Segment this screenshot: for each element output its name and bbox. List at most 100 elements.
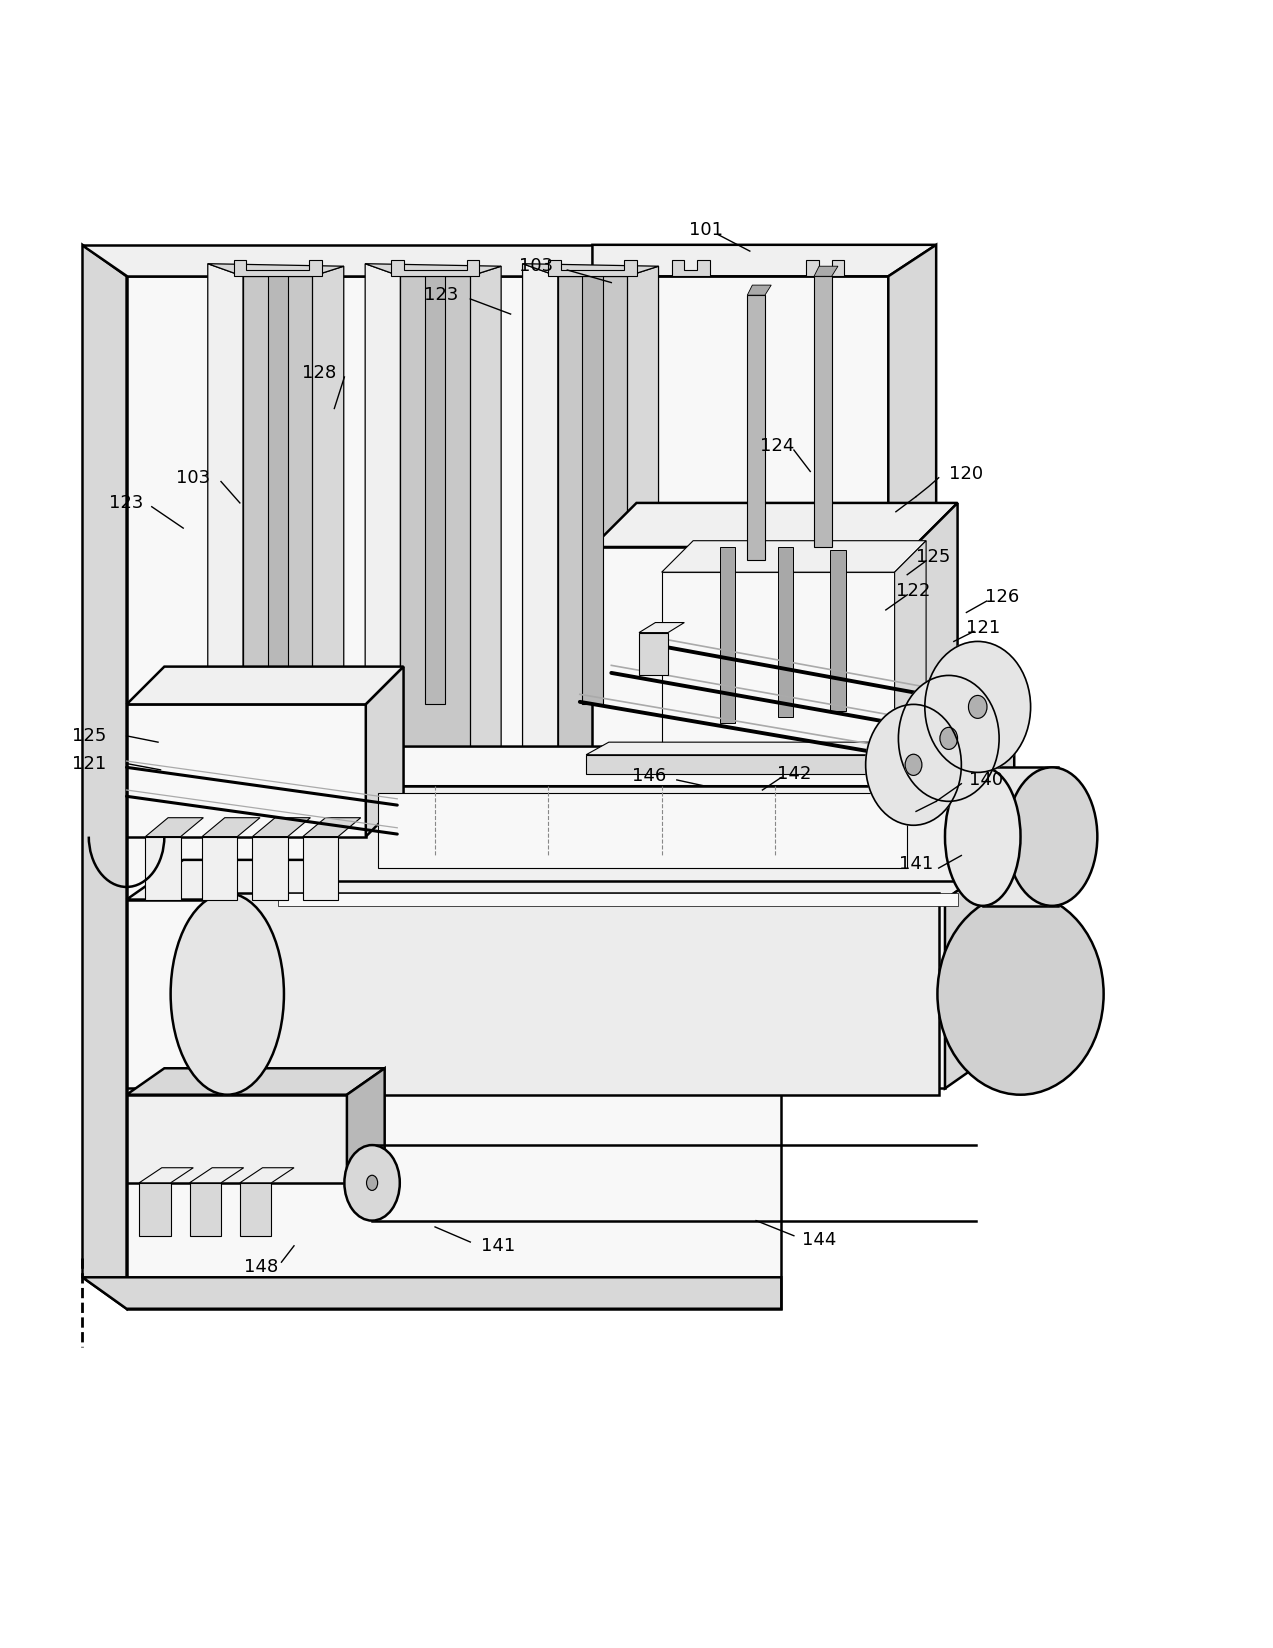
Polygon shape xyxy=(233,260,322,277)
Polygon shape xyxy=(747,285,771,295)
Text: 148: 148 xyxy=(244,1257,279,1276)
Polygon shape xyxy=(190,1168,243,1183)
Polygon shape xyxy=(303,837,339,900)
Ellipse shape xyxy=(367,1175,378,1190)
Text: 141: 141 xyxy=(481,1236,516,1254)
Ellipse shape xyxy=(171,893,284,1094)
Polygon shape xyxy=(303,817,360,837)
Polygon shape xyxy=(207,264,243,761)
Text: 121: 121 xyxy=(966,618,999,636)
Polygon shape xyxy=(252,817,311,837)
Polygon shape xyxy=(202,837,237,900)
Polygon shape xyxy=(126,666,404,704)
Polygon shape xyxy=(348,1068,384,1183)
Text: 128: 128 xyxy=(302,364,336,382)
Polygon shape xyxy=(139,1168,193,1183)
Polygon shape xyxy=(126,704,365,837)
Polygon shape xyxy=(662,572,895,755)
Polygon shape xyxy=(628,267,658,755)
Ellipse shape xyxy=(905,755,922,776)
Text: 121: 121 xyxy=(71,755,106,773)
Polygon shape xyxy=(83,246,782,277)
Polygon shape xyxy=(662,541,925,572)
Polygon shape xyxy=(719,547,735,723)
Polygon shape xyxy=(807,260,844,277)
Polygon shape xyxy=(365,666,404,837)
Polygon shape xyxy=(401,277,470,755)
Polygon shape xyxy=(522,264,658,277)
Polygon shape xyxy=(895,541,925,755)
Text: 103: 103 xyxy=(176,468,210,486)
Text: 144: 144 xyxy=(802,1231,836,1249)
Polygon shape xyxy=(522,264,558,761)
Ellipse shape xyxy=(969,695,987,719)
Polygon shape xyxy=(145,837,181,900)
Polygon shape xyxy=(425,277,446,704)
Polygon shape xyxy=(228,893,938,1094)
Ellipse shape xyxy=(945,768,1021,906)
Polygon shape xyxy=(889,246,936,547)
Polygon shape xyxy=(391,260,479,277)
Text: 142: 142 xyxy=(777,765,811,783)
Polygon shape xyxy=(592,503,957,547)
Polygon shape xyxy=(126,900,945,1088)
Polygon shape xyxy=(126,1094,348,1183)
Text: 140: 140 xyxy=(970,771,1003,789)
Polygon shape xyxy=(586,755,889,773)
Text: 126: 126 xyxy=(984,588,1018,606)
Polygon shape xyxy=(558,277,628,755)
Polygon shape xyxy=(126,1068,384,1094)
Polygon shape xyxy=(378,793,908,868)
Polygon shape xyxy=(945,860,1002,1088)
Polygon shape xyxy=(83,246,126,1309)
Ellipse shape xyxy=(899,676,999,801)
Polygon shape xyxy=(328,786,957,880)
Polygon shape xyxy=(239,1183,271,1236)
Text: 123: 123 xyxy=(424,287,458,305)
Polygon shape xyxy=(813,277,831,547)
Polygon shape xyxy=(470,267,502,755)
Polygon shape xyxy=(239,1168,294,1183)
Polygon shape xyxy=(202,817,260,837)
Polygon shape xyxy=(190,1183,222,1236)
Ellipse shape xyxy=(937,893,1104,1094)
Text: 124: 124 xyxy=(760,437,794,455)
Polygon shape xyxy=(914,503,957,773)
Text: 101: 101 xyxy=(689,221,723,239)
Polygon shape xyxy=(592,277,889,547)
Polygon shape xyxy=(207,264,344,277)
Ellipse shape xyxy=(866,704,961,826)
Polygon shape xyxy=(126,277,782,1309)
Polygon shape xyxy=(672,260,709,277)
Polygon shape xyxy=(778,547,793,717)
Text: 125: 125 xyxy=(917,549,951,565)
Polygon shape xyxy=(639,633,668,676)
Polygon shape xyxy=(139,1183,171,1236)
Polygon shape xyxy=(365,264,502,277)
Polygon shape xyxy=(126,860,1002,900)
Polygon shape xyxy=(252,837,288,900)
Polygon shape xyxy=(747,295,765,560)
Text: 125: 125 xyxy=(71,727,106,745)
Text: 103: 103 xyxy=(518,257,552,275)
Polygon shape xyxy=(983,768,1058,906)
Polygon shape xyxy=(278,893,957,906)
Polygon shape xyxy=(639,623,685,633)
Text: 122: 122 xyxy=(896,582,931,600)
Polygon shape xyxy=(586,742,911,755)
Polygon shape xyxy=(582,277,602,704)
Ellipse shape xyxy=(1007,768,1097,906)
Text: 120: 120 xyxy=(950,465,984,483)
Ellipse shape xyxy=(345,1145,400,1221)
Polygon shape xyxy=(592,547,914,773)
Polygon shape xyxy=(83,1277,782,1309)
Polygon shape xyxy=(957,747,1015,880)
Polygon shape xyxy=(328,747,1015,786)
Text: 141: 141 xyxy=(899,855,933,873)
Polygon shape xyxy=(145,817,204,837)
Ellipse shape xyxy=(939,727,957,750)
Text: 123: 123 xyxy=(109,494,144,513)
Polygon shape xyxy=(312,267,344,755)
Polygon shape xyxy=(243,277,312,755)
Polygon shape xyxy=(592,246,936,277)
